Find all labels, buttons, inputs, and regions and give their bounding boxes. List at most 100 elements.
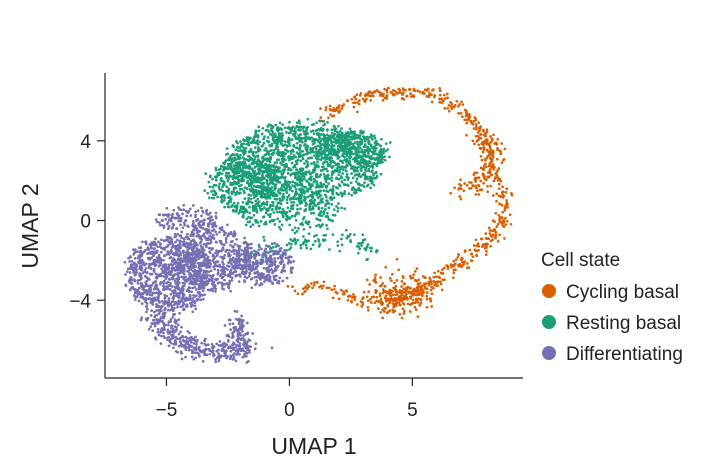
- data-point: [182, 266, 186, 270]
- data-point: [315, 233, 318, 237]
- data-point: [221, 179, 225, 183]
- data-point: [327, 116, 330, 120]
- data-point: [262, 266, 266, 270]
- data-point: [212, 283, 216, 287]
- data-point: [386, 297, 390, 301]
- data-point: [343, 158, 347, 162]
- data-point: [339, 191, 343, 195]
- data-point: [181, 289, 185, 293]
- data-point: [213, 267, 217, 271]
- data-point: [277, 187, 281, 191]
- data-point: [280, 188, 284, 192]
- data-point: [255, 193, 259, 197]
- data-point: [331, 135, 335, 139]
- data-point: [378, 292, 382, 295]
- data-point: [393, 281, 396, 285]
- data-point: [242, 148, 246, 152]
- data-point: [307, 170, 311, 173]
- data-point: [358, 162, 362, 166]
- data-point: [286, 206, 290, 210]
- data-point: [305, 203, 308, 206]
- data-point: [181, 240, 185, 244]
- data-point: [144, 262, 148, 266]
- data-point: [254, 132, 257, 136]
- data-point: [160, 238, 163, 242]
- data-point: [243, 186, 247, 189]
- data-point: [222, 256, 226, 260]
- data-point: [440, 98, 444, 101]
- data-point: [353, 298, 357, 301]
- data-point: [233, 242, 237, 246]
- data-point: [366, 137, 369, 141]
- data-point: [485, 156, 489, 160]
- data-point: [472, 173, 476, 176]
- data-point: [159, 258, 163, 261]
- data-point: [233, 153, 236, 157]
- data-point: [354, 173, 358, 177]
- data-point: [369, 99, 373, 102]
- data-point: [271, 207, 274, 211]
- data-point: [162, 274, 165, 278]
- data-point: [212, 228, 216, 231]
- data-point: [133, 278, 136, 281]
- data-point: [452, 259, 456, 263]
- data-point: [237, 280, 241, 283]
- data-point: [157, 253, 161, 257]
- scatter-points: [123, 86, 514, 364]
- data-point: [311, 243, 315, 247]
- data-point: [365, 163, 368, 167]
- data-point: [140, 302, 144, 305]
- data-point: [312, 201, 316, 205]
- data-point: [479, 125, 483, 128]
- data-point: [191, 310, 195, 314]
- data-point: [449, 100, 452, 104]
- data-point: [223, 162, 226, 165]
- data-point: [277, 128, 281, 131]
- data-point: [366, 243, 370, 246]
- data-point: [363, 136, 366, 140]
- data-point: [232, 173, 236, 177]
- data-point: [330, 131, 334, 135]
- data-point: [365, 97, 368, 101]
- data-point: [322, 284, 325, 288]
- data-point: [249, 178, 253, 182]
- data-point: [283, 185, 286, 189]
- data-point: [340, 180, 344, 183]
- data-point: [383, 158, 387, 162]
- data-point: [218, 171, 222, 175]
- data-point: [264, 157, 268, 161]
- data-point: [270, 144, 274, 148]
- data-point: [173, 306, 176, 310]
- data-point: [325, 199, 328, 202]
- data-point: [261, 164, 264, 168]
- data-point: [145, 293, 149, 296]
- data-point: [157, 255, 161, 259]
- data-point: [480, 245, 484, 248]
- data-point: [459, 184, 463, 187]
- data-point: [368, 283, 372, 286]
- data-point: [378, 94, 382, 97]
- data-point: [284, 143, 287, 147]
- data-point: [363, 162, 366, 166]
- data-point: [484, 232, 488, 235]
- data-point: [304, 289, 307, 293]
- data-point: [496, 137, 500, 141]
- data-point: [280, 132, 284, 135]
- data-point: [353, 141, 357, 144]
- data-point: [265, 180, 269, 184]
- data-point: [324, 207, 327, 211]
- data-point: [188, 282, 192, 285]
- data-point: [199, 256, 202, 259]
- data-point: [291, 157, 294, 161]
- data-point: [308, 208, 312, 212]
- data-point: [231, 153, 234, 157]
- data-point: [133, 298, 137, 301]
- data-point: [482, 130, 486, 133]
- data-point: [134, 295, 137, 299]
- data-point: [416, 89, 420, 93]
- data-point: [298, 122, 301, 125]
- data-point: [256, 146, 260, 149]
- data-point: [355, 93, 359, 97]
- data-point: [369, 301, 373, 304]
- data-point: [372, 150, 376, 154]
